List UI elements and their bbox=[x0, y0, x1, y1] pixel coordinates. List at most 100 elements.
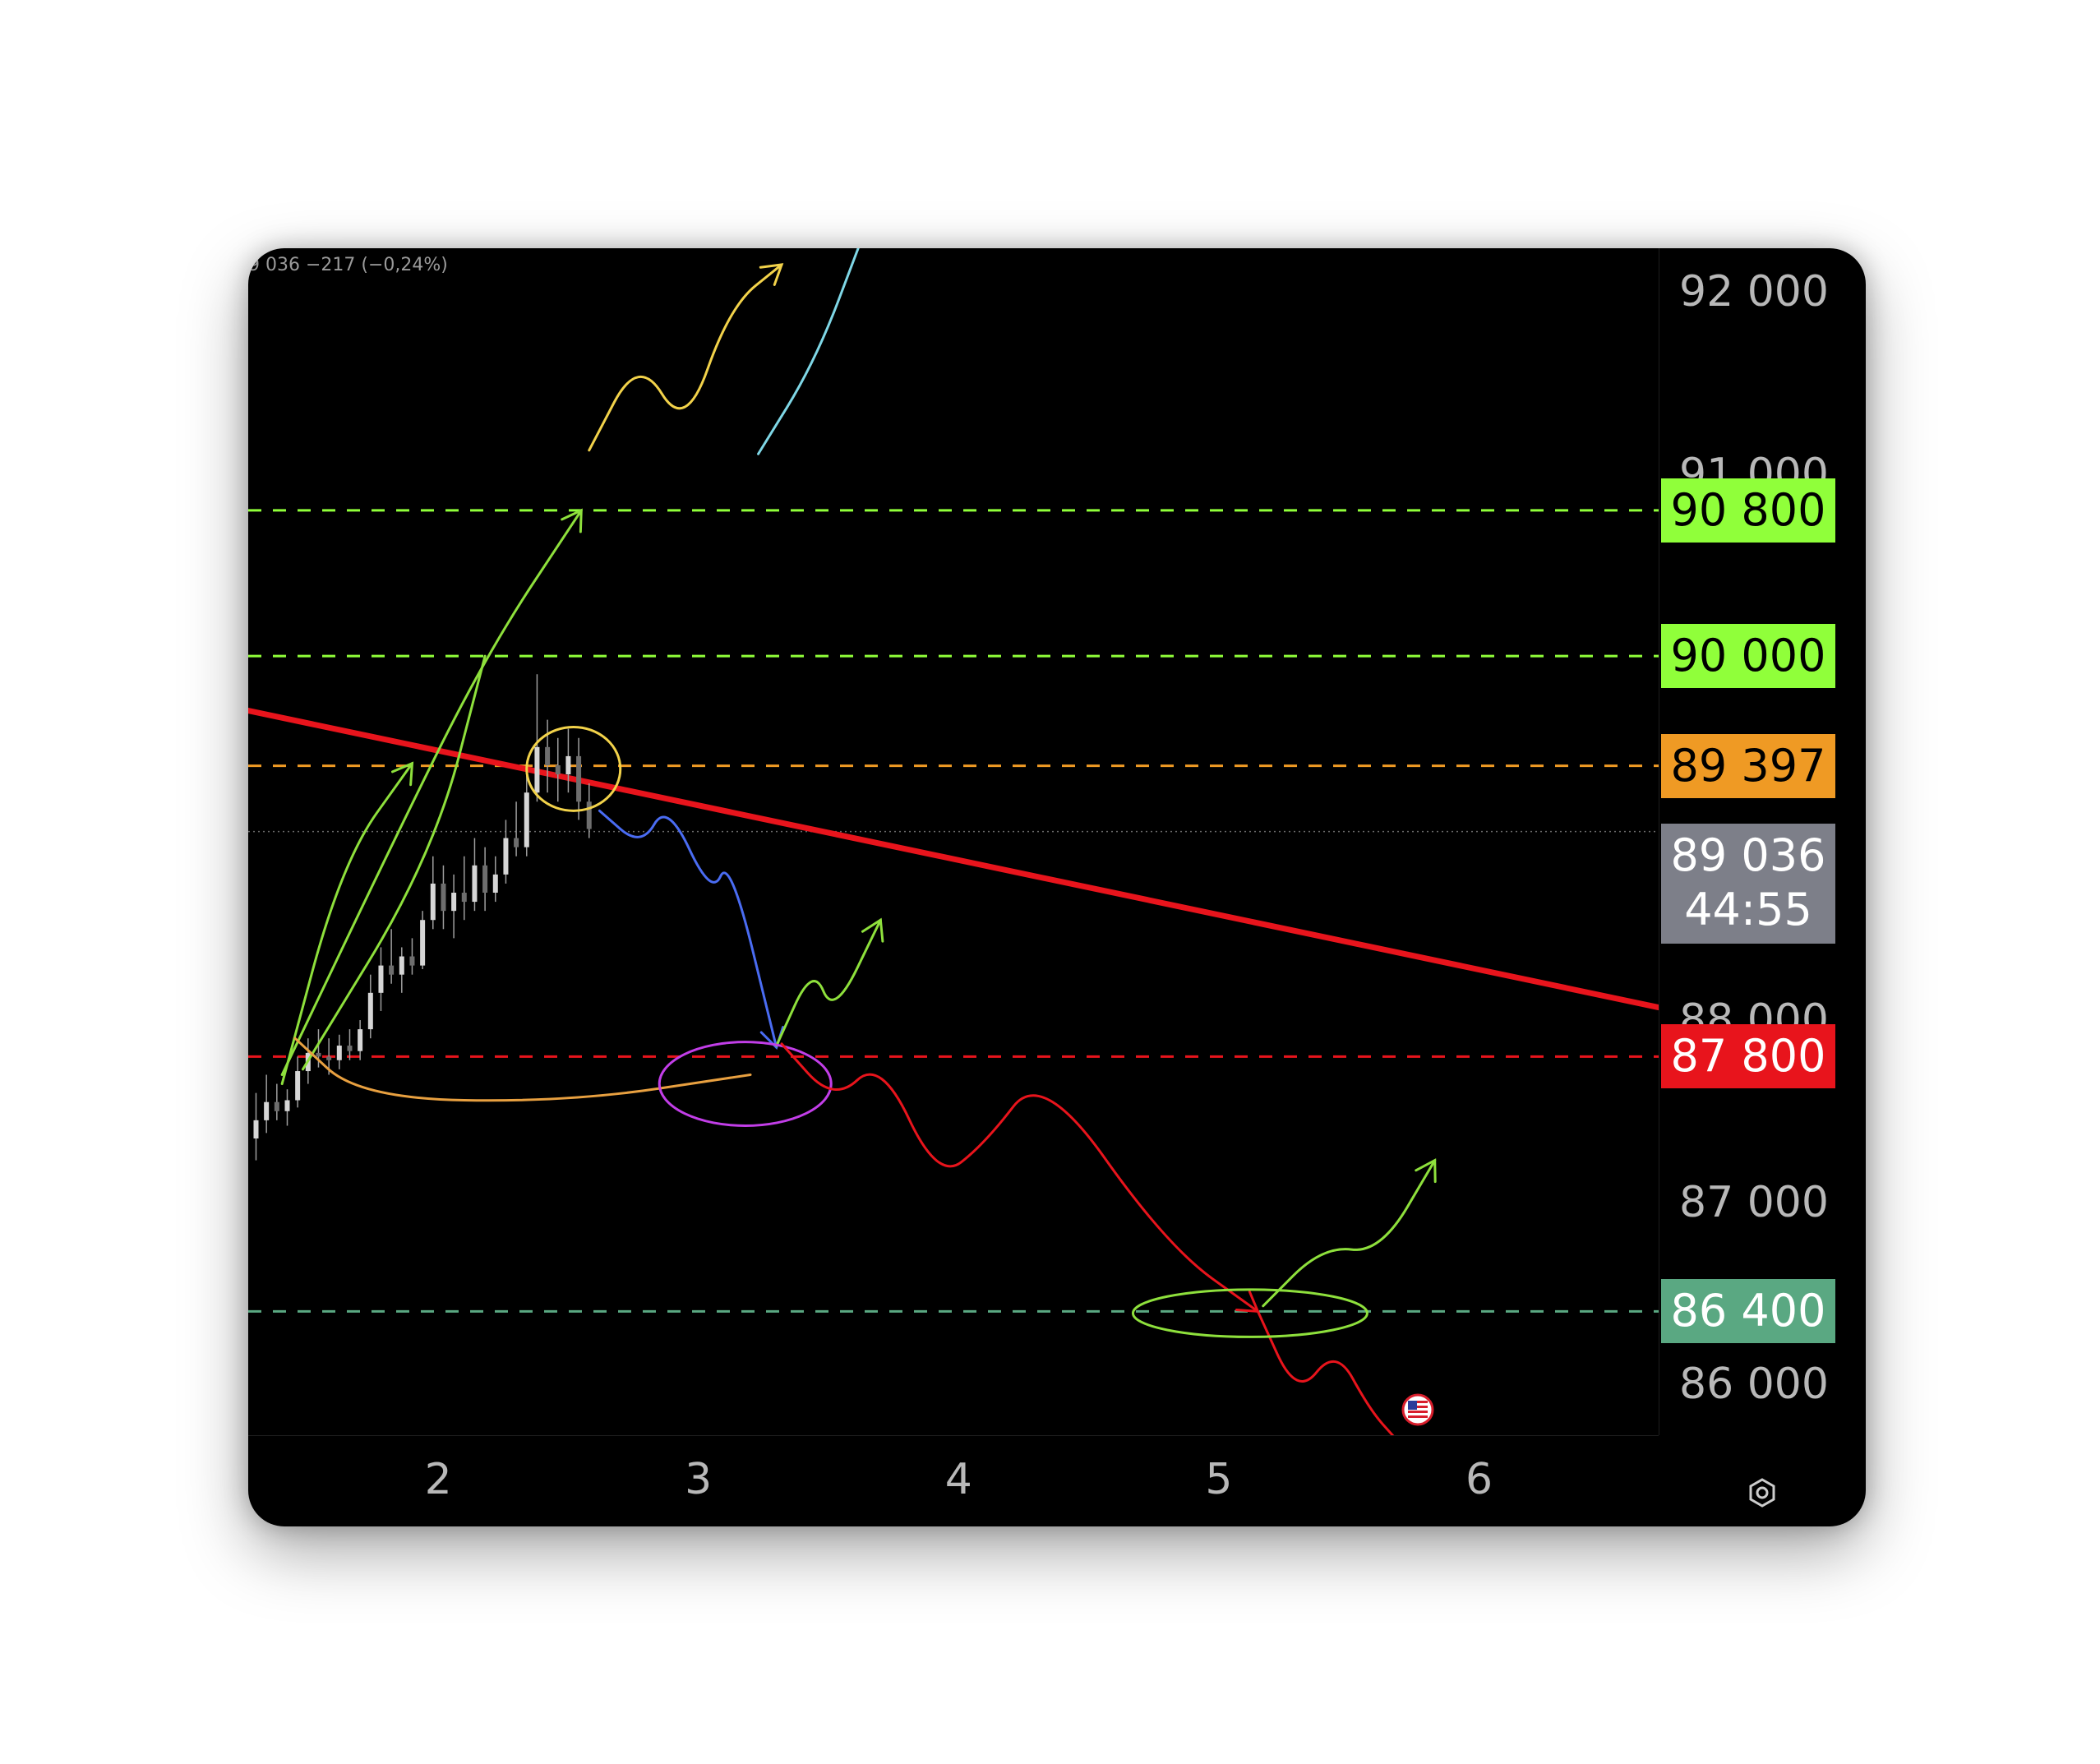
candle-17 bbox=[430, 856, 436, 930]
header-price-info: 9 036 −217 (−0,24%) bbox=[248, 255, 448, 275]
time-tick-label: 6 bbox=[1465, 1455, 1493, 1504]
candle-countdown: 44:55 bbox=[1684, 884, 1812, 935]
annotation-stroke-10 bbox=[780, 1042, 1259, 1313]
chart-window: 9 036 −217 (−0,24%) 92 000 91 000 88 000 87… bbox=[248, 248, 1866, 1526]
candle-12 bbox=[378, 947, 384, 1011]
annotation-arrowhead-12 bbox=[1415, 1158, 1437, 1184]
candle-25 bbox=[514, 801, 519, 857]
candle-22 bbox=[482, 847, 488, 912]
annotation-arrowhead-0 bbox=[759, 263, 784, 286]
price-tick-label: 87 000 bbox=[1679, 1177, 1829, 1227]
candle-body bbox=[347, 1046, 353, 1051]
candle-21 bbox=[472, 838, 478, 912]
candle-body bbox=[316, 1052, 321, 1057]
candle-body bbox=[472, 865, 478, 903]
annotation-stroke-2 bbox=[280, 509, 583, 1076]
annotation-stroke-6 bbox=[775, 918, 882, 1047]
candle-24 bbox=[503, 820, 509, 884]
time-axis[interactable]: 2 3 4 5 6 bbox=[248, 1435, 1659, 1526]
annotation-arrowhead-2 bbox=[561, 508, 583, 533]
candle-11 bbox=[367, 974, 373, 1039]
candle-29 bbox=[555, 737, 561, 802]
annotation-ellipse-13 bbox=[1131, 1288, 1368, 1338]
candle-body bbox=[358, 1029, 363, 1051]
candle-body bbox=[326, 1056, 332, 1060]
annotation-stroke-12 bbox=[1262, 1159, 1437, 1308]
annotation-arrowhead-6 bbox=[861, 917, 884, 943]
candle-body bbox=[441, 883, 446, 912]
candle-body bbox=[274, 1101, 279, 1111]
candle-0 bbox=[253, 1092, 259, 1161]
candle-body bbox=[576, 755, 582, 802]
annotation-stroke-4 bbox=[301, 654, 487, 1071]
settings-icon[interactable] bbox=[1742, 1473, 1782, 1512]
candle-body bbox=[378, 965, 384, 993]
candle-27 bbox=[534, 674, 540, 802]
candle-body bbox=[534, 746, 540, 793]
candle-body bbox=[545, 746, 551, 765]
candle-26 bbox=[524, 774, 529, 857]
trendline bbox=[248, 708, 1659, 1011]
candle-1 bbox=[264, 1074, 270, 1134]
candle-body bbox=[336, 1046, 342, 1060]
candle-body bbox=[430, 883, 436, 921]
candle-19 bbox=[451, 874, 457, 939]
candle-10 bbox=[358, 1020, 363, 1060]
candle-body bbox=[264, 1101, 270, 1120]
candle-body bbox=[482, 865, 488, 894]
candle-20 bbox=[461, 856, 467, 921]
candle-body bbox=[555, 764, 561, 775]
current-price-value: 89 036 bbox=[1670, 829, 1826, 881]
candle-13 bbox=[389, 929, 395, 984]
candle-23 bbox=[492, 856, 498, 903]
candle-body bbox=[565, 755, 571, 775]
price-level-badge[interactable]: 87 800 bbox=[1661, 1024, 1835, 1089]
annotation-stroke-1 bbox=[757, 248, 860, 455]
us-flag-icon[interactable] bbox=[1401, 1393, 1434, 1426]
candle-body bbox=[451, 893, 457, 912]
candle-body bbox=[461, 893, 467, 903]
annotation-stroke-7 bbox=[293, 1037, 752, 1102]
candle-body bbox=[399, 956, 404, 975]
candle-2 bbox=[274, 1083, 279, 1120]
price-level-badge[interactable]: 89 397 bbox=[1661, 733, 1835, 798]
annotation-arrowhead-3 bbox=[391, 761, 414, 787]
annotation-stroke-0 bbox=[588, 263, 783, 452]
time-tick-label: 3 bbox=[685, 1455, 713, 1504]
candle-28 bbox=[545, 719, 551, 793]
candle-32 bbox=[586, 783, 592, 838]
candle-9 bbox=[347, 1029, 353, 1060]
time-tick-label: 4 bbox=[944, 1455, 972, 1504]
time-tick-label: 2 bbox=[424, 1455, 452, 1504]
candle-body bbox=[503, 838, 509, 875]
candle-body bbox=[524, 792, 529, 847]
candle-4 bbox=[295, 1056, 301, 1108]
candle-18 bbox=[441, 865, 446, 930]
current-price-badge: 89 036 44:55 bbox=[1661, 824, 1835, 944]
annotation-ellipse-8 bbox=[658, 1041, 833, 1127]
candle-body bbox=[389, 965, 395, 975]
candle-15 bbox=[409, 938, 415, 975]
price-level-badge[interactable]: 90 000 bbox=[1661, 624, 1835, 689]
candle-body bbox=[420, 920, 426, 966]
price-tick-label: 92 000 bbox=[1679, 267, 1829, 317]
candle-body bbox=[492, 874, 498, 894]
annotation-ellipse-9 bbox=[525, 725, 622, 812]
candle-30 bbox=[565, 728, 571, 793]
time-tick-label: 5 bbox=[1205, 1455, 1233, 1504]
price-level-badge[interactable]: 86 400 bbox=[1661, 1279, 1835, 1344]
candle-8 bbox=[336, 1034, 342, 1069]
price-axis[interactable]: 92 000 91 000 88 000 87 000 86 000 90 800 90 0… bbox=[1659, 248, 1866, 1435]
candle-3 bbox=[284, 1089, 290, 1126]
candle-31 bbox=[576, 737, 582, 820]
candle-body bbox=[253, 1120, 259, 1138]
annotation-stroke-11 bbox=[1256, 1309, 1395, 1435]
price-level-badge[interactable]: 90 800 bbox=[1661, 478, 1835, 543]
annotation-stroke-3 bbox=[280, 762, 413, 1086]
chart-plot-area[interactable] bbox=[248, 248, 1659, 1435]
candle-body bbox=[284, 1100, 290, 1111]
candle-body bbox=[409, 956, 415, 966]
candle-16 bbox=[420, 911, 426, 970]
candle-14 bbox=[399, 947, 404, 993]
price-tick-label: 86 000 bbox=[1679, 1359, 1829, 1409]
